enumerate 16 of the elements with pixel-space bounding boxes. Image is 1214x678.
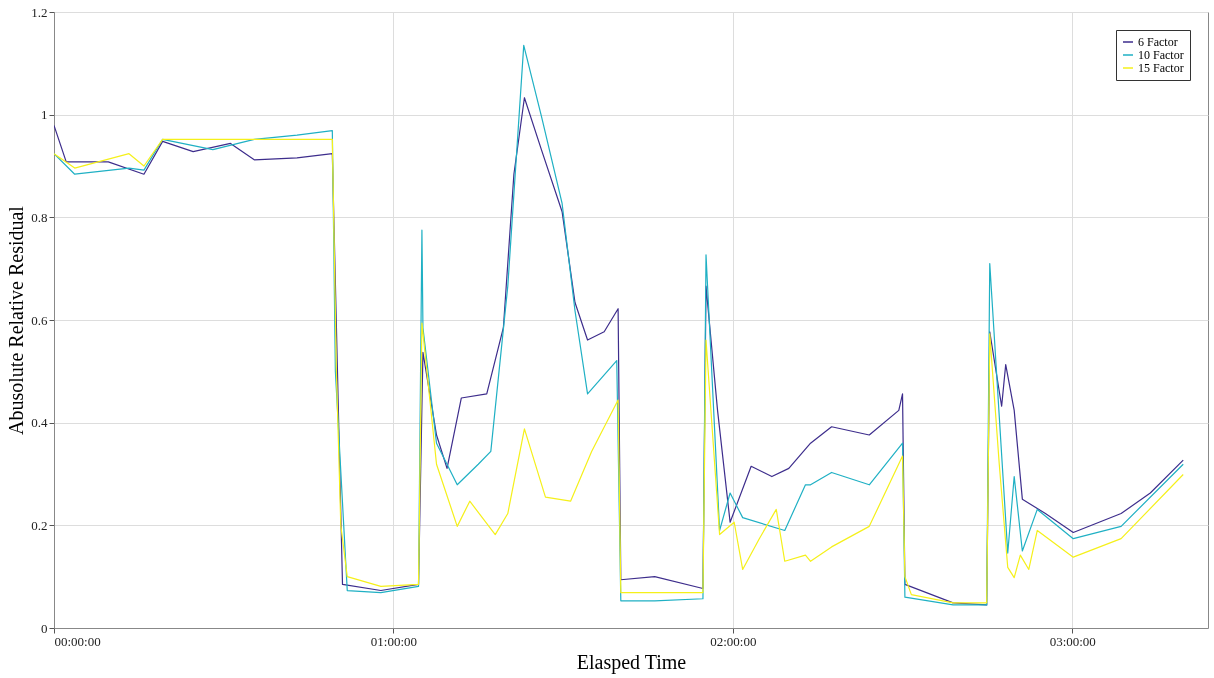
y-axis-title: Abusolute Relative Residual xyxy=(5,205,28,435)
x-tick-label: 03:00:00 xyxy=(1049,633,1096,649)
x-axis-title: Elasped Time xyxy=(576,650,687,674)
legend-label: 6 Factor xyxy=(1138,35,1178,49)
x-tick-label: 02:00:00 xyxy=(710,633,757,649)
y-tick-label: 1.2 xyxy=(31,4,48,20)
x-tick-label: 01:00:00 xyxy=(370,633,418,649)
y-tick-label: 0.4 xyxy=(31,415,48,431)
legend-label: 15 Factor xyxy=(1138,61,1184,75)
x-tick-label: 00:00:00 xyxy=(54,633,101,649)
y-tick-label: 0.2 xyxy=(31,517,48,533)
y-tick-label: 0.6 xyxy=(31,312,48,328)
y-tick-label: 1 xyxy=(41,107,48,123)
y-tick-label: 0 xyxy=(41,620,48,636)
y-tick-label: 0.8 xyxy=(31,209,48,225)
legend-label: 10 Factor xyxy=(1138,48,1184,62)
